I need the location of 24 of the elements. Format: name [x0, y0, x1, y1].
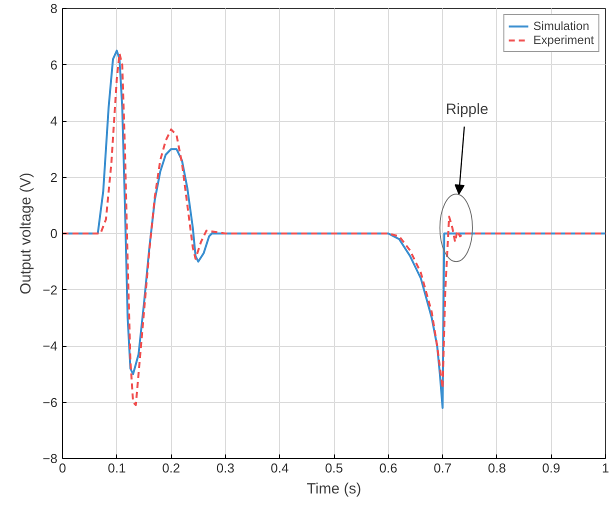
x-tick-label: 0.8 — [488, 460, 506, 476]
y-tick-label: −4 — [42, 338, 58, 354]
y-tick-label: 8 — [50, 1, 58, 16]
y-axis-title: Output voltage (V) — [18, 172, 35, 294]
y-tick-label: 2 — [50, 170, 58, 185]
y-tick-label: 4 — [50, 114, 58, 128]
annotation: Ripple — [446, 101, 488, 118]
y-tick-label: −2 — [42, 282, 58, 298]
x-tick-label: 0.9 — [542, 460, 560, 476]
x-tick-label: 1 — [602, 460, 610, 476]
x-tick-label: 0.5 — [324, 460, 344, 476]
y-tick-label: 6 — [50, 57, 58, 72]
x-tick-label: 0.2 — [162, 460, 180, 476]
y-tick-label: −8 — [42, 451, 58, 466]
legend-label: Experiment — [533, 33, 594, 47]
x-axis-title: Time (s) — [306, 480, 362, 498]
x-tick-label: 0.3 — [216, 460, 234, 476]
x-tick-label: 0.4 — [270, 460, 289, 476]
x-tick-label: 0.7 — [434, 460, 452, 476]
legend-label: Simulation — [533, 19, 590, 33]
x-tick-label: 0.1 — [108, 460, 126, 476]
x-tick-label: 0.6 — [379, 460, 398, 476]
y-tick-label: 0 — [50, 226, 58, 241]
y-tick-label: −6 — [42, 394, 58, 410]
